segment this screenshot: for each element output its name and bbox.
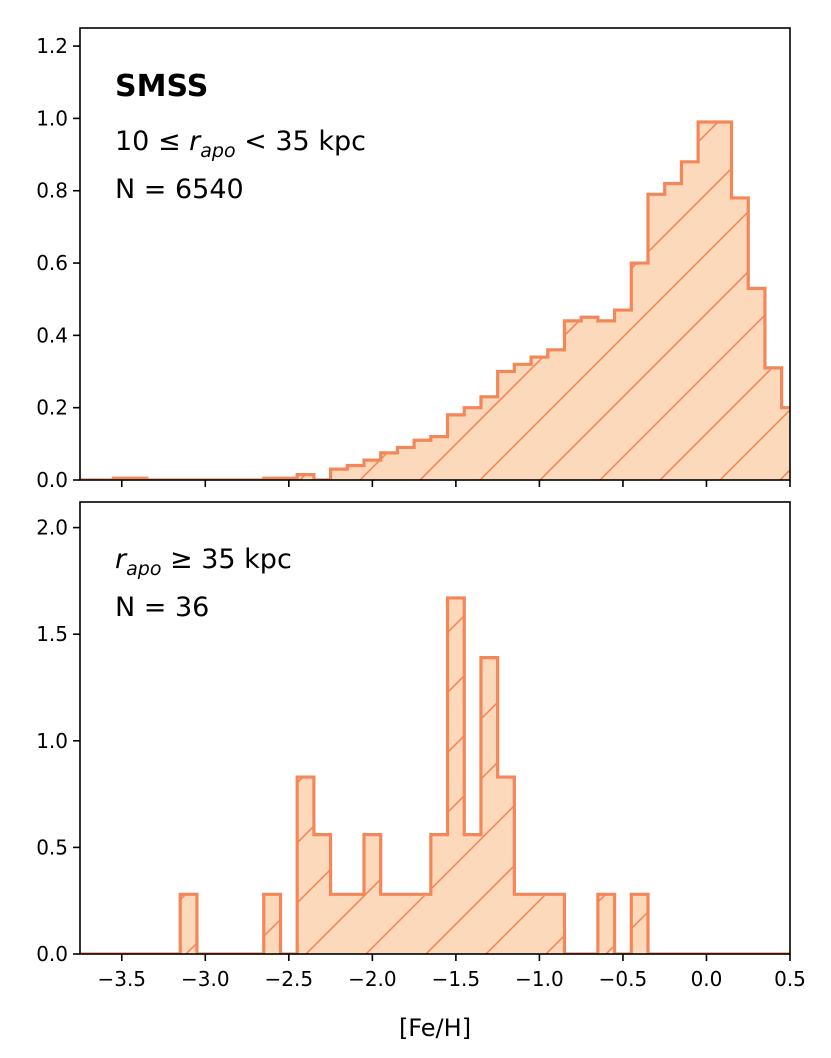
bottom-condition-sub: apo xyxy=(126,558,161,580)
top-y-axis: 0.0 0.2 0.4 0.6 0.8 1.0 1.2 xyxy=(36,34,791,492)
top-ytick-label: 0.6 xyxy=(36,251,68,275)
top-panel-title: SMSS xyxy=(115,69,208,104)
top-ytick-label: 0.0 xyxy=(36,468,68,492)
bottom-y-axis: 0.0 0.5 1.0 1.5 2.0 xyxy=(36,516,80,966)
xtick-label: −1.5 xyxy=(432,967,481,991)
xtick-label: −2.5 xyxy=(265,967,314,991)
top-hist-hatch xyxy=(80,122,790,480)
top-axes-frame xyxy=(79,27,791,481)
top-ytick-label: 1.2 xyxy=(36,34,68,58)
top-ytick-label: 0.8 xyxy=(36,179,68,203)
top-condition-label: 10 ≤ rapo < 35 kpc xyxy=(115,126,366,162)
bottom-histogram xyxy=(80,596,790,954)
xtick-label: −3.0 xyxy=(181,967,230,991)
xtick-label: −3.5 xyxy=(97,967,146,991)
top-condition-var: r xyxy=(189,126,202,157)
top-ytick-label: 0.2 xyxy=(36,396,68,420)
top-condition-prefix: 10 ≤ xyxy=(115,126,189,157)
top-hist-outline xyxy=(80,120,790,480)
top-ytick-label: 1.0 xyxy=(36,106,68,130)
bot-ytick-label: 1.0 xyxy=(36,729,68,753)
xtick-label: −0.5 xyxy=(599,967,648,991)
bottom-condition-label: rapo ≥ 35 kpc xyxy=(115,544,292,580)
bottom-hist-outline xyxy=(80,596,790,954)
bot-ytick-label: 0.5 xyxy=(36,835,68,859)
top-condition-suffix: < 35 kpc xyxy=(236,126,366,157)
bottom-count-label: N = 36 xyxy=(115,592,209,623)
xtick-label: 0.0 xyxy=(691,967,723,991)
x-axis-label: [Fe/H] xyxy=(399,1014,471,1042)
top-histogram xyxy=(80,120,790,480)
xtick-label: −2.0 xyxy=(348,967,397,991)
top-panel: 0.0 0.2 0.4 0.6 0.8 1.0 1.2 SMSS 10 ≤ rapo < 3… xyxy=(36,27,791,492)
top-condition-sub: apo xyxy=(200,140,235,162)
top-count-label: N = 6540 xyxy=(115,174,244,205)
xtick-label: 0.5 xyxy=(774,967,806,991)
xtick-label: −1.0 xyxy=(515,967,564,991)
bot-ytick-label: 2.0 xyxy=(36,516,68,540)
bottom-condition-suffix: ≥ 35 kpc xyxy=(161,544,291,575)
bottom-condition-var: r xyxy=(115,544,128,575)
bottom-x-axis: −3.5 −3.0 −2.5 −2.0 −1.5 −1.0 −0.5 0.0 0.5 xyxy=(97,954,806,991)
bottom-hist-hatch xyxy=(80,597,790,954)
bot-ytick-label: 0.0 xyxy=(36,942,68,966)
bottom-axes-frame xyxy=(79,501,791,955)
bot-ytick-label: 1.5 xyxy=(36,622,68,646)
bottom-panel: 0.0 0.5 1.0 1.5 2.0 −3.5 −3.0 −2.5 −2.0 −1.5 −1.0… xyxy=(36,501,806,1042)
top-ytick-label: 0.4 xyxy=(36,323,68,347)
